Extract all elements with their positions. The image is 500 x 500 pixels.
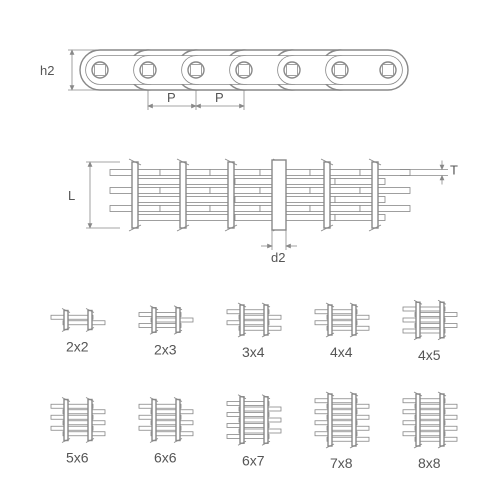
variant-7-8: 7x8 xyxy=(315,392,369,471)
variant-8-8: 8x8 xyxy=(403,392,457,471)
variant-3-4: 3x4 xyxy=(227,303,281,360)
dim-P1: P xyxy=(167,90,176,105)
dim-h2: h2 xyxy=(40,63,54,78)
variant-label: 6x7 xyxy=(242,452,265,468)
variant-label: 4x5 xyxy=(418,347,441,363)
variant-label: 2x2 xyxy=(66,339,89,355)
variant-6-7: 6x7 xyxy=(227,395,281,469)
variant-label: 2x3 xyxy=(154,341,177,357)
variant-4-5: 4x5 xyxy=(403,300,457,363)
variant-label: 3x4 xyxy=(242,344,265,360)
dim-T: T xyxy=(450,163,458,178)
variant-label: 5x6 xyxy=(66,450,89,466)
variant-label: 8x8 xyxy=(418,455,441,471)
variant-5-6: 5x6 xyxy=(51,398,105,466)
variant-label: 6x6 xyxy=(154,450,177,466)
variant-label: 7x8 xyxy=(330,455,353,471)
variant-2-2: 2x2 xyxy=(51,309,105,355)
dim-P2: P xyxy=(215,90,224,105)
dim-d2: d2 xyxy=(271,250,285,265)
dim-L: L xyxy=(68,188,75,203)
variant-label: 4x4 xyxy=(330,344,353,360)
variant-2-3: 2x3 xyxy=(139,306,193,358)
variant-4-4: 4x4 xyxy=(315,303,369,360)
side-view: h2 P P xyxy=(40,50,408,110)
top-view: L Td2 xyxy=(68,159,458,265)
variant-6-6: 6x6 xyxy=(139,398,193,466)
technical-diagram: h2 P P L Td2 2x2 2x3 3x4 4x4 4x5 5x6 6x6 6x7 7x8 8x8 xyxy=(0,0,500,500)
